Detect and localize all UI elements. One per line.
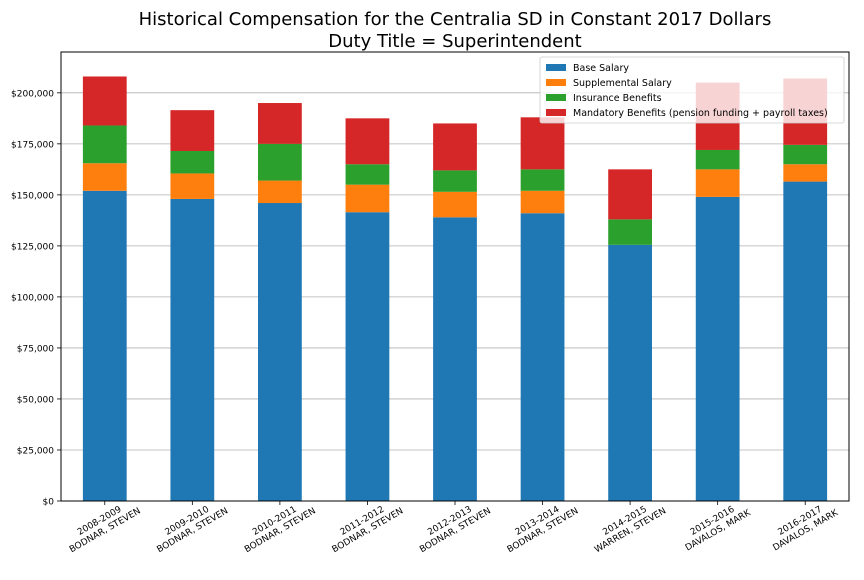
bar-insurance-benefits-2013-2014: [520, 169, 565, 191]
bar-mandatory-benefits-pension-funding-payroll-taxes-2010-2011: [258, 103, 302, 144]
bar-insurance-benefits-2009-2010: [170, 150, 215, 174]
legend-label: Insurance Benefits: [573, 93, 662, 104]
y-tick-label: $125,000: [11, 242, 54, 252]
y-tick-label: $100,000: [11, 293, 54, 303]
bar-supplemental-salary-2016-2017: [783, 164, 828, 182]
legend-label: Mandatory Benefits (pension funding + pa…: [573, 108, 828, 119]
y-tick-label: $50,000: [17, 395, 54, 405]
bar-supplemental-salary-2012-2013: [433, 191, 477, 218]
bar-mandatory-benefits-pension-funding-payroll-taxes-2013-2014: [520, 117, 565, 170]
bar-insurance-benefits-2010-2011: [258, 143, 302, 181]
bar-insurance-benefits-2008-2009: [82, 125, 127, 164]
legend-swatch: [546, 94, 566, 101]
legend-swatch: [546, 64, 566, 71]
bar-insurance-benefits-2015-2016: [695, 149, 740, 170]
bar-base-salary-2014-2015: [608, 244, 652, 501]
y-tick-label: $0: [43, 498, 55, 508]
bar-base-salary-2012-2013: [433, 217, 477, 501]
bar-supplemental-salary-2013-2014: [520, 190, 565, 214]
legend-swatch: [546, 79, 566, 86]
bar-supplemental-salary-2011-2012: [345, 184, 390, 213]
bar-base-salary-2015-2016: [695, 196, 740, 501]
bar-insurance-benefits-2012-2013: [433, 170, 477, 192]
bar-insurance-benefits-2014-2015: [608, 219, 652, 245]
bar-base-salary-2010-2011: [258, 203, 302, 501]
legend-box: [539, 56, 845, 124]
y-tick-label: $175,000: [11, 140, 54, 150]
bar-base-salary-2008-2009: [82, 190, 127, 502]
y-tick-label: $200,000: [11, 89, 54, 99]
bar-base-salary-2013-2014: [520, 213, 565, 501]
bar-supplemental-salary-2008-2009: [82, 163, 127, 191]
bar-mandatory-benefits-pension-funding-payroll-taxes-2014-2015: [608, 169, 652, 220]
bar-supplemental-salary-2009-2010: [170, 173, 215, 199]
bar-mandatory-benefits-pension-funding-payroll-taxes-2008-2009: [82, 76, 127, 126]
bar-base-salary-2016-2017: [783, 181, 828, 502]
y-tick-label: $25,000: [17, 446, 54, 456]
bar-insurance-benefits-2016-2017: [783, 144, 828, 165]
bar-base-salary-2011-2012: [345, 212, 390, 501]
chart-subtitle: Duty Title = Superintendent: [328, 31, 581, 52]
y-tick-label: $150,000: [11, 191, 54, 201]
bars-layer: [82, 76, 828, 502]
bar-mandatory-benefits-pension-funding-payroll-taxes-2012-2013: [433, 123, 477, 171]
bar-insurance-benefits-2011-2012: [345, 164, 390, 185]
legend-swatch: [546, 109, 566, 116]
bar-mandatory-benefits-pension-funding-payroll-taxes-2011-2012: [345, 118, 390, 165]
legend: Base Salary Supplemental Salary Insurance …: [539, 56, 845, 124]
legend-label: Base Salary: [573, 63, 629, 74]
legend-label: Supplemental Salary: [573, 78, 672, 89]
bar-mandatory-benefits-pension-funding-payroll-taxes-2009-2010: [170, 110, 215, 151]
y-tick-label: $75,000: [17, 344, 54, 354]
bar-base-salary-2009-2010: [170, 198, 215, 502]
chart-title: Historical Compensation for the Centrali…: [139, 9, 772, 30]
bar-supplemental-salary-2015-2016: [695, 169, 740, 197]
bar-supplemental-salary-2010-2011: [258, 180, 302, 204]
